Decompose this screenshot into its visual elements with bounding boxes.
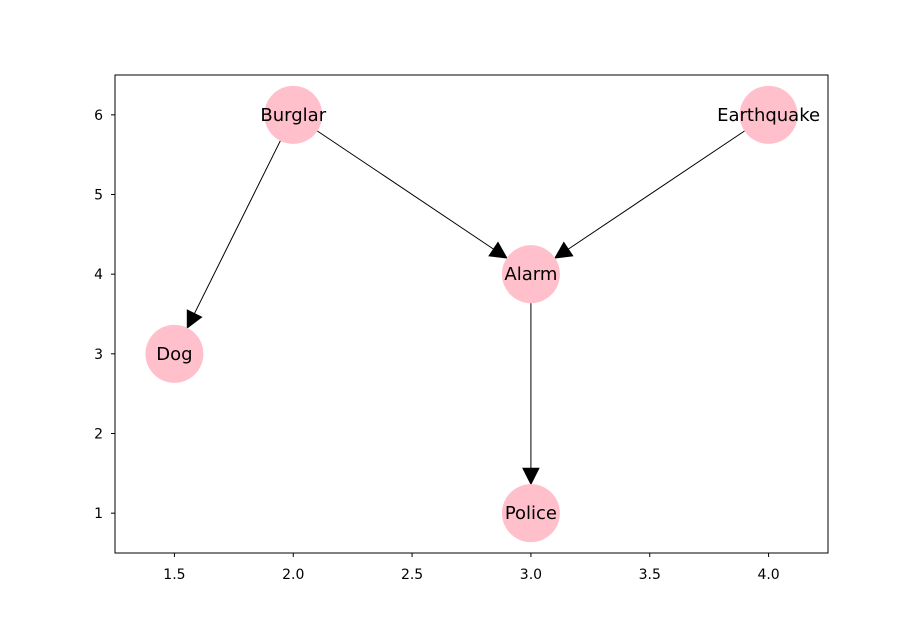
arrowhead (522, 467, 540, 486)
y-tick-label: 4 (94, 267, 103, 283)
edge-burglar-to-dog (186, 140, 281, 329)
edge-alarm-to-police (522, 303, 540, 486)
node-circle (145, 324, 204, 383)
arrowhead (186, 309, 203, 329)
x-tick-label: 1.5 (163, 567, 185, 583)
y-tick-label: 1 (94, 506, 103, 522)
x-tick-label: 2.5 (401, 567, 423, 583)
node-circle (739, 85, 798, 144)
arrowhead (488, 241, 508, 259)
x-tick-label: 2.0 (282, 567, 304, 583)
edge-earthquake-to-alarm (554, 130, 745, 259)
node-dog: Dog (145, 324, 204, 383)
node-circle (501, 245, 560, 304)
edge-line (568, 130, 745, 250)
node-label: Dog (156, 344, 192, 365)
y-tick-label: 2 (94, 427, 103, 443)
axes: 1.5 2.0 2.5 3.0 3.5 4.0 1 2 3 4 5 6 (94, 74, 829, 583)
x-tick-label: 4.0 (757, 567, 779, 583)
node-label: Alarm (504, 264, 557, 285)
node-label: Burglar (260, 105, 326, 126)
edge-line (194, 140, 281, 314)
node-burglar: Burglar (260, 85, 327, 144)
y-tick-label: 6 (94, 108, 103, 124)
edge-burglar-to-alarm (317, 130, 508, 259)
x-tick-label: 3.5 (639, 567, 661, 583)
node-police: Police (501, 484, 560, 543)
edge-line (317, 130, 494, 250)
node-alarm: Alarm (501, 245, 560, 304)
y-tick-label: 5 (94, 188, 103, 204)
plot-frame (114, 74, 829, 554)
nodes: Burglar Earthquake Alarm Dog Police (145, 85, 820, 543)
x-tick-label: 3.0 (520, 567, 542, 583)
node-label: Earthquake (717, 105, 820, 126)
y-tick-label: 3 (94, 347, 103, 363)
edges (186, 130, 745, 486)
arrowhead (554, 241, 574, 259)
node-label: Police (505, 503, 557, 524)
node-circle (501, 484, 560, 543)
node-circle (264, 85, 323, 144)
node-earthquake: Earthquake (717, 85, 820, 144)
